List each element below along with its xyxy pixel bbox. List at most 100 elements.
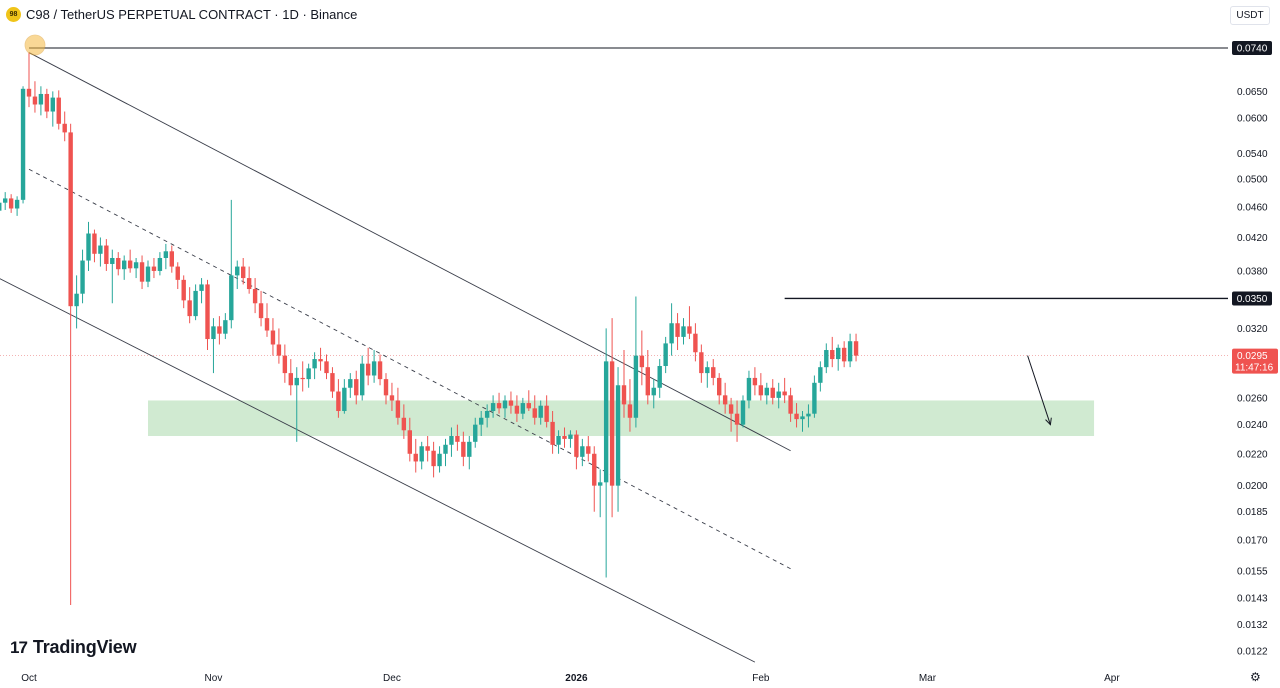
candle[interactable] [419,441,424,470]
candle[interactable] [26,52,32,108]
candle[interactable] [86,221,91,271]
candle[interactable] [758,373,764,401]
candle[interactable] [651,379,656,409]
candle[interactable] [853,333,859,362]
candle[interactable] [318,347,323,371]
candle[interactable] [74,275,79,329]
currency-button[interactable]: USDT [1230,6,1270,25]
candle[interactable] [175,262,180,290]
candle[interactable] [705,361,710,388]
candle[interactable] [14,196,20,216]
candle[interactable] [8,194,14,213]
candle[interactable] [669,303,674,356]
candle[interactable] [746,370,752,409]
candle[interactable] [151,257,157,279]
candle[interactable] [621,350,627,418]
candle[interactable] [431,441,436,478]
candle[interactable] [98,237,103,267]
gear-icon[interactable]: ⚙ [1250,670,1261,684]
candle[interactable] [133,257,139,279]
candle[interactable] [568,430,573,448]
symbol-title[interactable]: C98 / TetherUS PERPETUAL CONTRACT · 1D ·… [26,6,358,22]
candle[interactable] [437,446,442,473]
candle[interactable] [538,400,543,425]
candle[interactable] [615,367,621,512]
candle[interactable] [252,278,258,314]
candle[interactable] [110,249,115,304]
candle[interactable] [181,275,186,309]
candle[interactable] [728,397,734,432]
candle[interactable] [270,318,276,356]
candle[interactable] [782,377,787,404]
candle[interactable] [193,284,198,321]
candle[interactable] [788,387,793,422]
candle[interactable] [449,427,454,457]
candle[interactable] [211,318,216,374]
candle[interactable] [163,243,169,270]
candle[interactable] [544,395,549,428]
candle[interactable] [609,318,615,518]
candle[interactable] [425,436,430,462]
candle[interactable] [246,266,252,294]
candle[interactable] [812,375,817,418]
candle[interactable] [389,382,395,412]
candle[interactable] [217,316,222,345]
candle[interactable] [687,306,692,340]
candle[interactable] [776,382,781,409]
candle[interactable] [342,379,347,414]
candle[interactable] [818,361,823,392]
peak-highlight-marker[interactable] [24,34,46,56]
candle[interactable] [693,323,698,362]
candle[interactable] [532,395,537,425]
candle[interactable] [592,446,597,512]
candle[interactable] [56,90,61,130]
candle[interactable] [770,379,775,405]
candle[interactable] [116,252,121,276]
candle[interactable] [371,350,377,383]
candle[interactable] [122,255,127,280]
candle[interactable] [526,390,531,412]
candle[interactable] [467,436,472,470]
candle[interactable] [717,373,722,405]
candle[interactable] [574,430,579,470]
candle[interactable] [824,343,829,374]
candle[interactable] [354,370,359,405]
candle[interactable] [300,361,305,392]
candle[interactable] [657,359,662,398]
candle[interactable] [229,199,234,329]
candle[interactable] [276,328,282,364]
candle[interactable] [740,395,746,428]
candle[interactable] [241,257,246,285]
candle[interactable] [473,417,478,448]
candle[interactable] [324,354,329,380]
candle[interactable] [205,279,210,351]
candle[interactable] [520,397,526,420]
candle[interactable] [764,382,769,405]
candle[interactable] [603,328,609,578]
candle[interactable] [502,395,508,418]
candle[interactable] [663,336,668,374]
candle[interactable] [841,341,847,368]
candle[interactable] [675,313,680,351]
candle[interactable] [711,359,716,386]
candle[interactable] [235,260,240,290]
candle[interactable] [681,318,686,345]
candle[interactable] [145,260,151,288]
candle[interactable] [377,354,383,386]
candle[interactable] [50,91,55,127]
candle[interactable] [0,198,2,218]
candle[interactable] [395,387,401,425]
candle[interactable] [413,438,418,473]
candle[interactable] [336,379,341,418]
candle[interactable] [722,382,728,414]
candle[interactable] [455,424,460,451]
candle[interactable] [794,403,799,428]
candle[interactable] [734,400,740,442]
candle[interactable] [223,313,228,340]
candle[interactable] [830,336,835,368]
candle[interactable] [461,431,466,467]
candle[interactable] [639,330,645,386]
candle[interactable] [484,404,490,428]
candle[interactable] [20,86,26,204]
